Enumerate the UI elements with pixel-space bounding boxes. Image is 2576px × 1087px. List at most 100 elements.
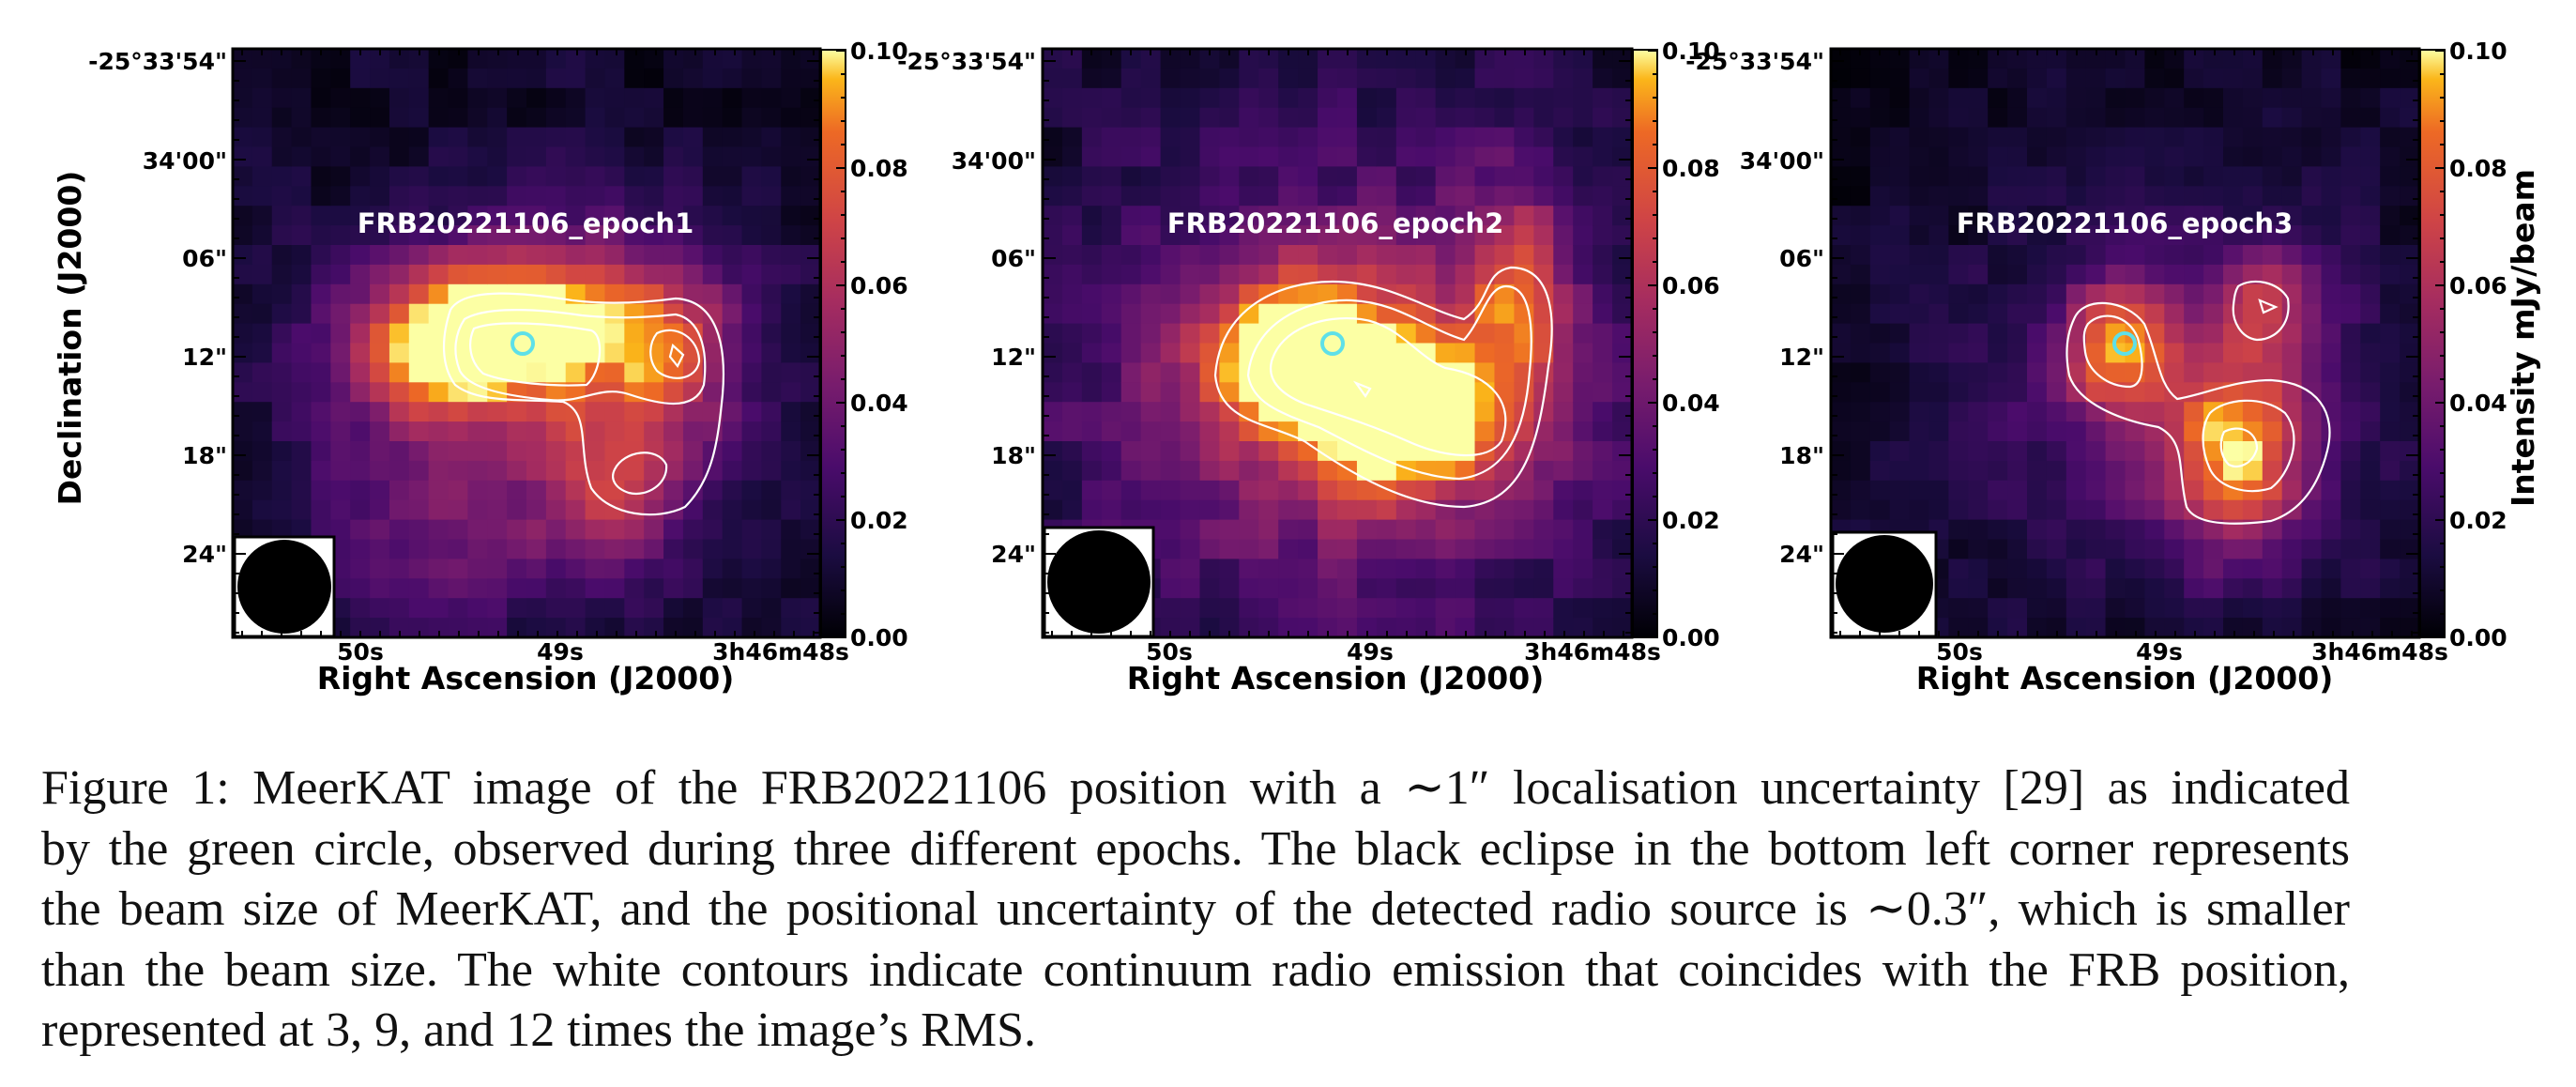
intensity-pixel <box>1474 206 1496 226</box>
intensity-pixel <box>1869 127 1891 148</box>
intensity-pixel <box>2105 598 2126 619</box>
intensity-pixel <box>741 107 762 129</box>
intensity-pixel <box>2262 441 2283 462</box>
intensity-pixel <box>2144 519 2165 541</box>
intensity-pixel <box>2184 343 2204 363</box>
intensity-pixel <box>487 186 508 207</box>
intensity-pixel <box>702 245 724 266</box>
intensity-pixel <box>526 49 547 69</box>
intensity-pixel <box>722 421 743 442</box>
intensity-pixel <box>1356 559 1378 579</box>
intensity-pixel <box>1376 186 1397 207</box>
ra-tick-label: 49s <box>2136 638 2183 666</box>
intensity-pixel <box>1376 460 1397 482</box>
intensity-pixel <box>781 323 801 344</box>
intensity-pixel <box>2027 303 2048 325</box>
intensity-pixel <box>1160 87 1181 109</box>
intensity-pixel <box>1968 460 1989 482</box>
intensity-pixel <box>1494 127 1515 148</box>
intensity-pixel <box>644 323 664 344</box>
intensity-pixel <box>1061 303 1083 325</box>
intensity-pixel <box>1043 362 1063 383</box>
intensity-pixel <box>2184 578 2204 599</box>
intensity-pixel <box>702 343 724 363</box>
intensity-pixel <box>271 499 293 521</box>
intensity-pixel <box>604 402 625 422</box>
intensity-pixel <box>1160 206 1181 226</box>
intensity-pixel <box>1101 225 1122 246</box>
intensity-pixel <box>1831 87 1852 109</box>
intensity-pixel <box>2085 343 2107 363</box>
intensity-pixel <box>1831 49 1852 69</box>
intensity-pixel <box>1435 166 1456 187</box>
intensity-pixel <box>1553 323 1574 344</box>
intensity-pixel <box>2203 480 2224 501</box>
intensity-pixel <box>1494 283 1515 305</box>
intensity-pixel <box>1435 206 1456 226</box>
intensity-pixel <box>682 421 704 442</box>
intensity-pixel <box>1831 206 1852 226</box>
intensity-pixel <box>2125 578 2145 599</box>
intensity-pixel <box>1435 441 1456 462</box>
intensity-pixel <box>1831 402 1852 422</box>
intensity-pixel <box>2223 402 2244 422</box>
intensity-pixel <box>1298 519 1318 541</box>
intensity-pixel <box>1612 303 1633 325</box>
intensity-pixel <box>1988 499 2008 521</box>
intensity-pixel <box>800 245 821 266</box>
intensity-pixel <box>2242 303 2264 325</box>
intensity-pixel <box>1494 146 1515 167</box>
intensity-pixel <box>389 245 410 266</box>
intensity-pixel <box>2281 559 2303 579</box>
colorbar-tick-label: 0.04 <box>2449 390 2507 417</box>
intensity-pixel <box>722 460 743 482</box>
intensity-pixel <box>1553 343 1574 363</box>
intensity-pixel <box>389 49 410 69</box>
intensity-pixel <box>526 245 547 266</box>
intensity-pixel <box>487 49 508 69</box>
intensity-pixel <box>1968 107 1989 129</box>
intensity-pixel <box>1948 146 1969 167</box>
intensity-pixel <box>1318 225 1338 246</box>
intensity-pixel <box>624 166 645 187</box>
intensity-pixel <box>389 166 410 187</box>
intensity-pixel <box>1455 107 1476 129</box>
intensity-pixel <box>2321 402 2341 422</box>
intensity-pixel <box>2046 127 2067 148</box>
intensity-pixel <box>1120 323 1142 344</box>
colorbar-tick-label: 0.06 <box>1662 272 1720 299</box>
intensity-pixel <box>2360 343 2381 363</box>
intensity-pixel <box>682 499 704 521</box>
intensity-pixel <box>1199 441 1220 462</box>
intensity-pixel <box>526 598 547 619</box>
intensity-pixel <box>722 127 743 148</box>
intensity-pixel <box>1356 283 1378 305</box>
intensity-pixel <box>487 166 508 187</box>
intensity-pixel <box>1928 283 1949 305</box>
intensity-pixel <box>2144 87 2165 109</box>
intensity-pixel <box>761 146 782 167</box>
intensity-pixel <box>1298 283 1318 305</box>
intensity-pixel <box>2242 421 2264 442</box>
intensity-pixel <box>1968 421 1989 442</box>
intensity-pixel <box>2105 343 2126 363</box>
intensity-pixel <box>644 362 664 383</box>
intensity-pixel <box>350 598 371 619</box>
intensity-pixel <box>644 225 664 246</box>
intensity-pixel <box>2125 539 2145 559</box>
intensity-pixel <box>1337 68 1358 89</box>
intensity-pixel <box>2184 245 2204 266</box>
intensity-pixel <box>2125 68 2145 89</box>
intensity-pixel <box>1239 421 1259 442</box>
intensity-pixel <box>1850 421 1871 442</box>
intensity-pixel <box>2085 598 2107 619</box>
intensity-pixel <box>644 245 664 266</box>
intensity-pixel <box>1494 107 1515 129</box>
intensity-pixel <box>448 68 468 89</box>
intensity-pixel <box>1199 559 1220 579</box>
intensity-pixel <box>1239 186 1259 207</box>
intensity-pixel <box>1435 264 1456 285</box>
intensity-pixel <box>2262 225 2283 246</box>
intensity-pixel <box>1533 107 1554 129</box>
intensity-pixel <box>370 343 390 363</box>
